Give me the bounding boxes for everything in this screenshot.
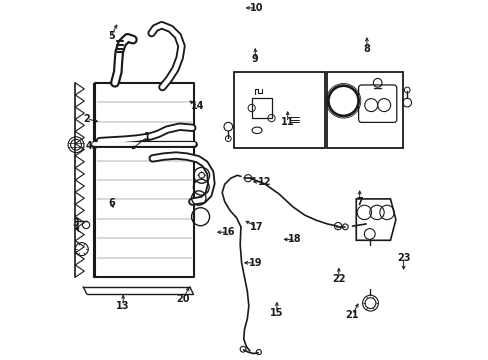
Text: 22: 22 [331, 274, 345, 284]
Text: 13: 13 [116, 301, 130, 311]
Text: 3: 3 [73, 218, 79, 228]
Bar [326, 72, 402, 148]
Text: 2: 2 [83, 114, 90, 124]
Text: 17: 17 [250, 222, 264, 232]
Bar [233, 72, 325, 148]
Text: 23: 23 [396, 253, 409, 264]
Text: 9: 9 [251, 54, 258, 64]
Bar [251, 98, 271, 118]
Text: 4: 4 [85, 141, 92, 151]
Text: 15: 15 [269, 308, 283, 318]
Text: 10: 10 [250, 3, 264, 13]
Text: 18: 18 [287, 234, 301, 244]
Text: 20: 20 [176, 294, 190, 304]
Text: 6: 6 [108, 198, 115, 208]
Text: 7: 7 [356, 197, 362, 207]
Text: 19: 19 [248, 258, 262, 268]
Text: 16: 16 [221, 227, 235, 237]
Text: 1: 1 [143, 132, 150, 142]
Text: 8: 8 [363, 44, 369, 54]
Text: 11: 11 [281, 117, 294, 127]
Text: 5: 5 [108, 31, 115, 41]
Text: 12: 12 [257, 177, 270, 187]
Text: 21: 21 [345, 310, 359, 320]
Text: 14: 14 [190, 101, 204, 111]
